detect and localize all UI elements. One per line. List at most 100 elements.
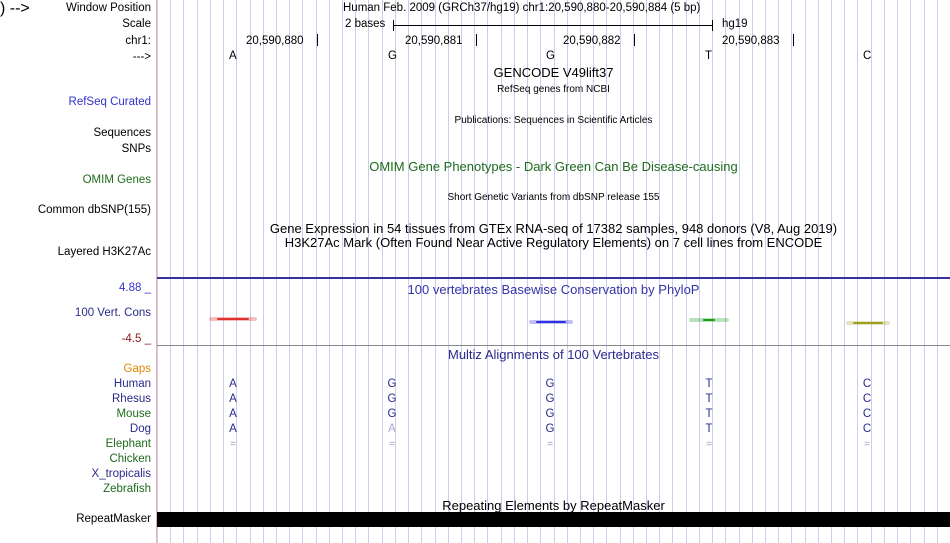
label-common-dbsnp[interactable]: Common dbSNP(155) bbox=[37, 204, 151, 216]
grid-line bbox=[791, 0, 792, 543]
grid-line bbox=[646, 0, 647, 543]
ruler-coord-2: 20,590,882 bbox=[563, 35, 621, 47]
scale-bar-text: 2 bases bbox=[345, 18, 386, 30]
grid-line bbox=[540, 0, 541, 543]
grid-line bbox=[395, 0, 396, 543]
grid-line bbox=[448, 0, 449, 543]
conservation-bottom-divider bbox=[157, 345, 950, 346]
cons-max-value: 4.88 _ bbox=[119, 282, 151, 294]
caption-gtex: Gene Expression in 54 tissues from GTEx … bbox=[269, 221, 838, 236]
label-species-human[interactable]: Human bbox=[113, 378, 151, 390]
ref-base-4: C bbox=[863, 50, 872, 62]
label-sequences[interactable]: Sequences bbox=[93, 127, 151, 139]
cons-mark-0 bbox=[217, 318, 249, 320]
grid-line bbox=[501, 0, 502, 543]
label-species-mouse[interactable]: Mouse bbox=[116, 408, 151, 420]
grid-line bbox=[421, 0, 422, 543]
ruler-coord-3: 20,590,883 bbox=[722, 35, 780, 47]
grid-line bbox=[474, 0, 475, 543]
multiz-cell-elephant-1: = bbox=[389, 439, 395, 450]
multiz-cell-mouse-2: G bbox=[545, 408, 555, 420]
label-snps[interactable]: SNPs bbox=[121, 143, 151, 155]
grid-line bbox=[712, 0, 713, 543]
label-species-zebrafish[interactable]: Zebrafish bbox=[103, 483, 151, 495]
multiz-cell-dog-1: A bbox=[388, 423, 396, 435]
ruler-tick-2 bbox=[634, 34, 635, 46]
grid-line bbox=[884, 0, 885, 543]
caption-refseq-ncbi: RefSeq genes from NCBI bbox=[497, 84, 610, 95]
grid-line bbox=[805, 0, 806, 543]
label-species-dog[interactable]: Dog bbox=[129, 423, 151, 435]
grid-line bbox=[778, 0, 779, 543]
label-refseq-curated[interactable]: RefSeq Curated bbox=[68, 96, 151, 108]
grid-line bbox=[355, 0, 356, 543]
label-strand-arrow: ---> bbox=[132, 51, 151, 63]
caption-omim: OMIM Gene Phenotypes - Dark Green Can Be… bbox=[369, 159, 738, 174]
cons-mark-1 bbox=[536, 321, 566, 323]
label-omim-genes[interactable]: OMIM Genes bbox=[82, 174, 151, 186]
grid-line bbox=[183, 0, 184, 543]
multiz-cell-human-1: G bbox=[387, 378, 397, 390]
label-layered-h3k27ac[interactable]: Layered H3K27Ac bbox=[57, 246, 151, 258]
grid-line bbox=[435, 0, 436, 543]
multiz-column-3: T T T T = bbox=[700, 377, 718, 452]
grid-line bbox=[554, 0, 555, 543]
grid-line bbox=[210, 0, 211, 543]
multiz-cell-human-2: G bbox=[545, 378, 555, 390]
grid-line bbox=[831, 0, 832, 543]
label-species-rhesus[interactable]: Rhesus bbox=[112, 393, 151, 405]
scale-bar-tick-left bbox=[393, 20, 394, 31]
label-species-chicken[interactable]: Chicken bbox=[109, 453, 151, 465]
ref-base-2: G bbox=[546, 50, 555, 62]
grid-lines bbox=[157, 0, 950, 543]
ref-base-0: A bbox=[229, 50, 237, 62]
multiz-cell-mouse-1: G bbox=[387, 408, 397, 420]
grid-line bbox=[461, 0, 462, 543]
label-scale: Scale bbox=[122, 18, 151, 30]
grid-line bbox=[197, 0, 198, 543]
grid-line bbox=[276, 0, 277, 543]
caption-h3k27ac: H3K27Ac Mark (Often Found Near Active Re… bbox=[284, 235, 823, 250]
multiz-cell-elephant-4: = bbox=[864, 439, 870, 450]
multiz-cell-elephant-0: = bbox=[230, 439, 236, 450]
repeatmasker-bar[interactable] bbox=[157, 512, 950, 527]
cons-min-value: -4.5 _ bbox=[121, 333, 151, 345]
label-species-x-tropicalis[interactable]: X_tropicalis bbox=[91, 468, 151, 480]
label-100-vert-cons[interactable]: 100 Vert. Cons bbox=[74, 307, 151, 319]
label-repeatmasker[interactable]: RepeatMasker bbox=[76, 513, 151, 525]
caption-publications: Publications: Sequences in Scientific Ar… bbox=[454, 115, 653, 126]
grid-line bbox=[408, 0, 409, 543]
label-species-elephant[interactable]: Elephant bbox=[105, 438, 151, 450]
grid-line bbox=[699, 0, 700, 543]
grid-line bbox=[593, 0, 594, 543]
scale-bar-tick-right bbox=[712, 20, 713, 31]
label-gaps: Gaps bbox=[123, 363, 152, 375]
caption-dbsnp: Short Genetic Variants from dbSNP releas… bbox=[447, 192, 660, 203]
grid-line bbox=[302, 0, 303, 543]
ruler-tick-1 bbox=[476, 34, 477, 46]
left-boundary-rule bbox=[156, 0, 157, 543]
caption-multiz: Multiz Alignments of 100 Vertebrates bbox=[447, 347, 659, 362]
ref-base-3: T bbox=[705, 50, 713, 62]
grid-line bbox=[289, 0, 290, 543]
multiz-cell-rhesus-3: T bbox=[705, 393, 713, 405]
ruler-tick-3 bbox=[793, 34, 794, 46]
grid-line bbox=[633, 0, 634, 543]
label-window-position: Window Position bbox=[65, 2, 151, 14]
grid-line bbox=[368, 0, 369, 543]
grid-line bbox=[250, 0, 251, 543]
multiz-cell-rhesus-4: C bbox=[862, 393, 872, 405]
multiz-cell-mouse-4: C bbox=[862, 408, 872, 420]
grid-line bbox=[170, 0, 171, 543]
grid-line bbox=[514, 0, 515, 543]
multiz-cell-mouse-0: A bbox=[229, 408, 237, 420]
multiz-column-2: G G G G = bbox=[541, 377, 559, 452]
track-label-column: Window Position Scale chr1: ---> RefSeq … bbox=[0, 0, 156, 543]
label-chrom: chr1: bbox=[125, 35, 151, 47]
ruler-tick-0 bbox=[317, 34, 318, 46]
multiz-cell-human-3: T bbox=[705, 378, 713, 390]
grid-line bbox=[567, 0, 568, 543]
grid-line bbox=[606, 0, 607, 543]
multiz-cell-rhesus-1: G bbox=[387, 393, 397, 405]
